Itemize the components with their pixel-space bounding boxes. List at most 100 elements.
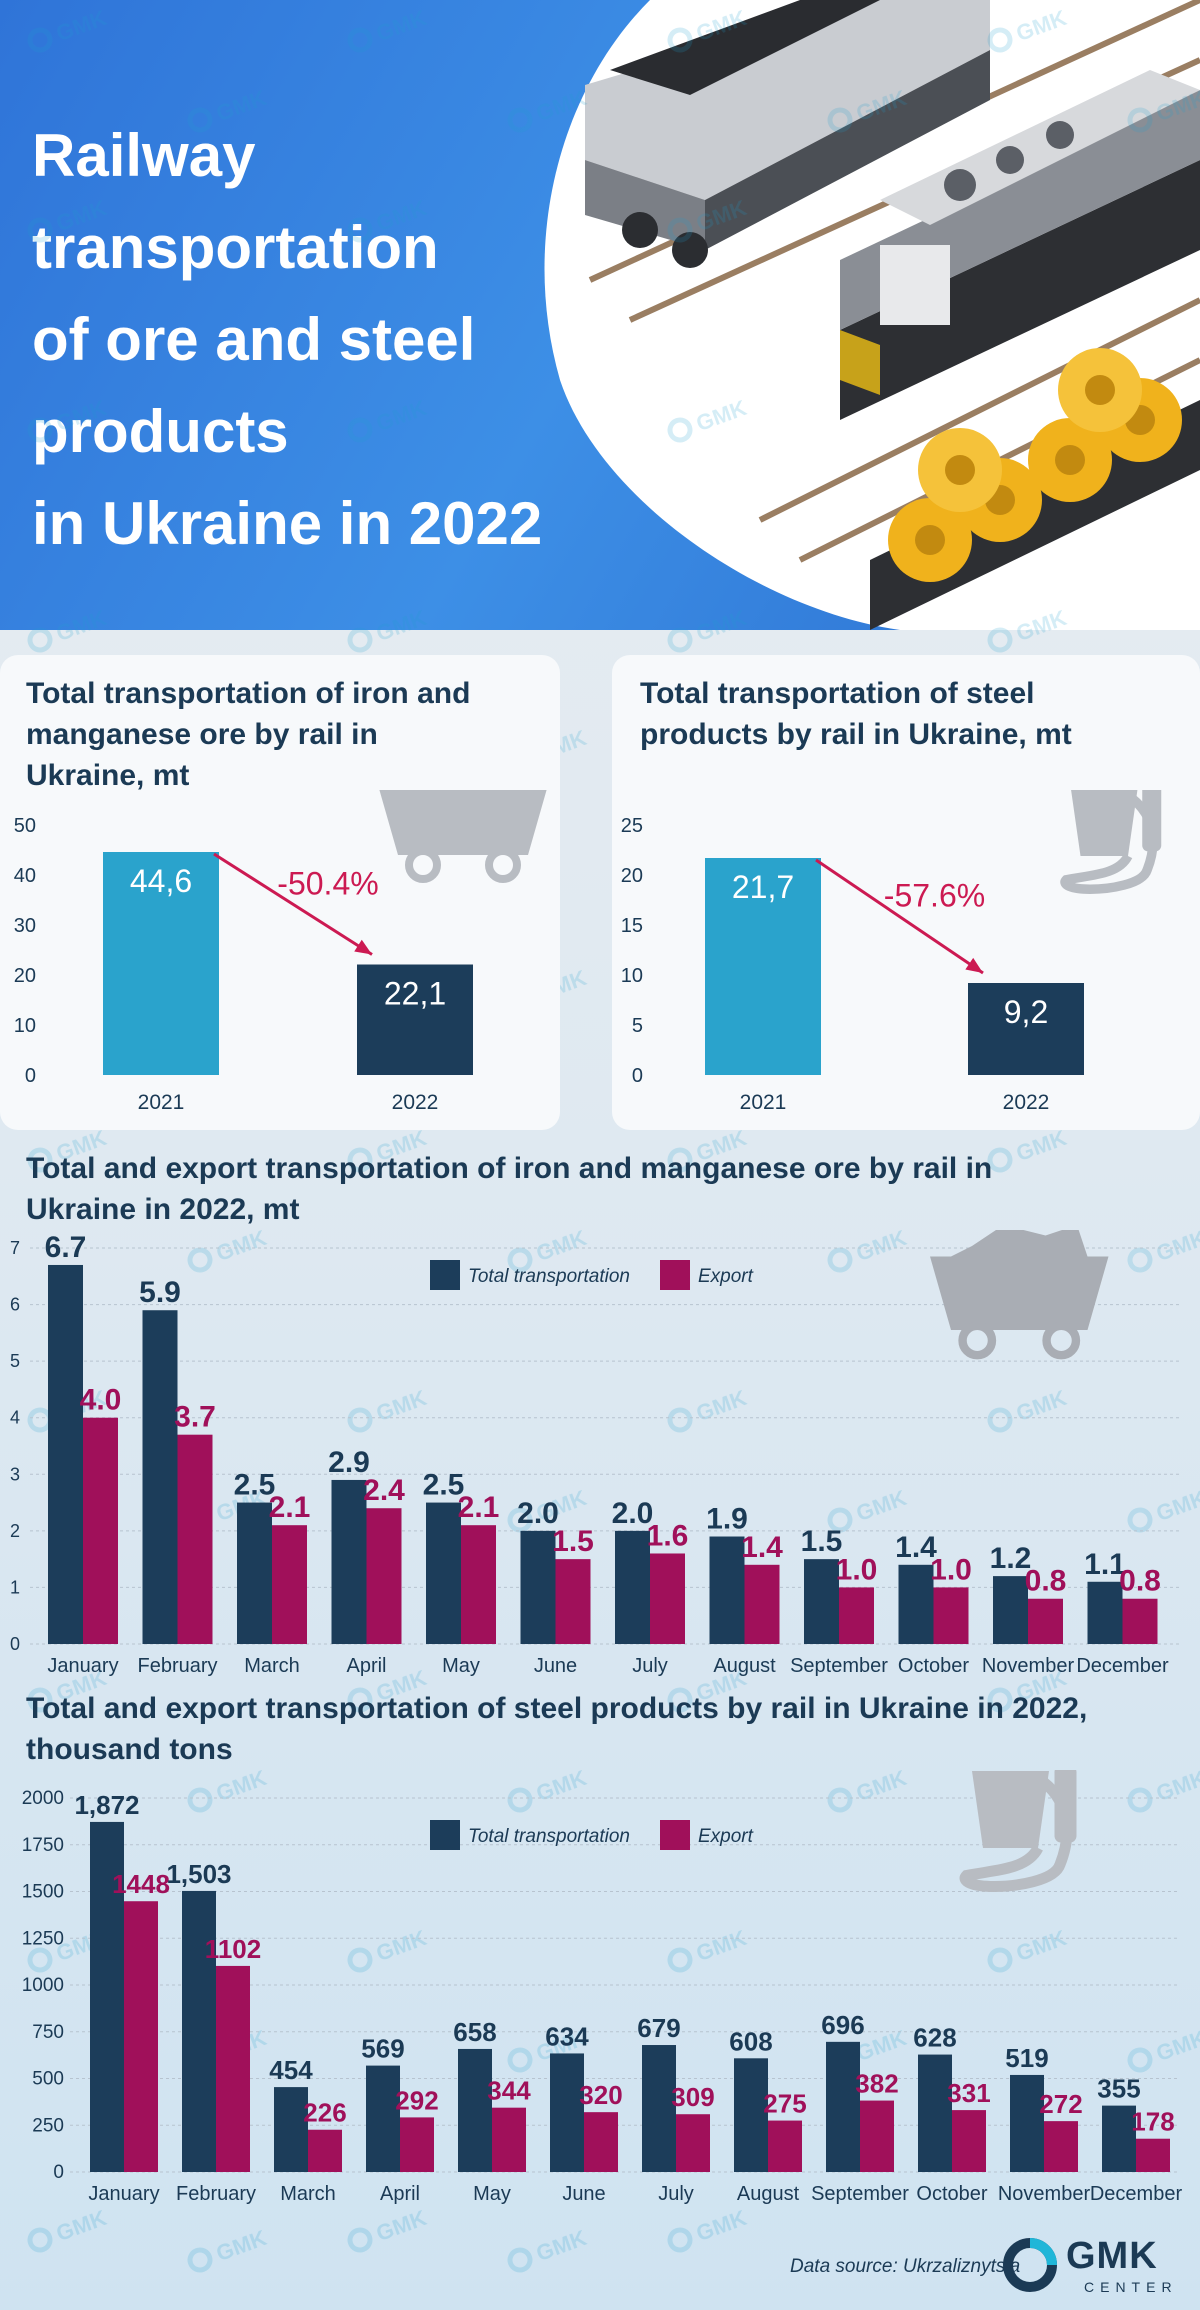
bar-value-label: 608 bbox=[729, 2026, 772, 2056]
x-tick-label: December bbox=[1076, 1655, 1169, 1677]
x-tick-label: September bbox=[790, 1655, 888, 1677]
title-line: products bbox=[32, 398, 289, 465]
x-tick-label: 2022 bbox=[1003, 1091, 1050, 1114]
title-line: Railway bbox=[32, 122, 256, 189]
data-source: Data source: Ukrzaliznytsia bbox=[790, 2256, 1021, 2277]
bar-2022 bbox=[968, 983, 1084, 1075]
bar-total bbox=[993, 1576, 1028, 1644]
bar-total bbox=[274, 2087, 308, 2172]
bar-value-label: 569 bbox=[361, 2034, 404, 2064]
x-tick-label: April bbox=[380, 2183, 420, 2205]
bar-total bbox=[709, 1536, 745, 1644]
bar-total bbox=[90, 1821, 124, 2172]
y-tick-label: 1250 bbox=[22, 1928, 64, 1949]
bar-export bbox=[177, 1434, 213, 1644]
x-tick-label: September bbox=[811, 2183, 909, 2205]
bar-total bbox=[237, 1502, 272, 1644]
x-tick-label: August bbox=[713, 1655, 776, 1677]
bar-value-label: 382 bbox=[855, 2069, 898, 2099]
bar-value-label: 2.0 bbox=[517, 1497, 559, 1530]
bar-value-label: 696 bbox=[821, 2010, 864, 2040]
y-tick-label: 30 bbox=[14, 915, 36, 937]
legend-swatch bbox=[660, 1820, 690, 1850]
bar-value-label: 628 bbox=[913, 2023, 956, 2053]
bar-total bbox=[1102, 2105, 1136, 2172]
bar-value-label: 1.5 bbox=[552, 1525, 594, 1558]
bar-value-label: 1.4 bbox=[741, 1531, 783, 1564]
watermark-ring-icon bbox=[667, 2227, 693, 2253]
y-tick-label: 20 bbox=[621, 865, 643, 887]
x-tick-label: March bbox=[244, 1655, 300, 1677]
bar-total bbox=[898, 1564, 934, 1644]
y-tick-label: 20 bbox=[14, 965, 36, 987]
change-arrow-head bbox=[354, 939, 372, 955]
bar-value-label: 2.9 bbox=[328, 1446, 370, 1479]
bar-value-label: 21,7 bbox=[732, 869, 794, 905]
ladle-handle bbox=[1142, 790, 1162, 852]
bar-value-label: 1.0 bbox=[930, 1553, 972, 1586]
steel-total-chart-title: Total transportation of steel products b… bbox=[640, 677, 1072, 751]
ore-cart-wheel bbox=[958, 1321, 997, 1360]
steel-monthly-chart-title: Total and export transportation of steel… bbox=[26, 1692, 1088, 1766]
bar-total bbox=[48, 1264, 83, 1644]
steel-total-chart: 0 5 10 15 20 25 21,7 2021 9,2 2022 -57.6% bbox=[621, 790, 1162, 1114]
bar-total bbox=[520, 1530, 556, 1644]
bar-export bbox=[676, 2114, 710, 2172]
bar-export bbox=[461, 1525, 496, 1644]
bar-value-label: 275 bbox=[763, 2089, 806, 2119]
bar-total bbox=[1087, 1581, 1123, 1644]
bar-total bbox=[426, 1502, 461, 1644]
change-arrow bbox=[213, 852, 373, 956]
watermark-ring-icon bbox=[187, 2247, 213, 2273]
bar-total bbox=[366, 2065, 400, 2172]
watermark-mark: GMK bbox=[507, 2225, 590, 2273]
bar-total bbox=[615, 1530, 650, 1644]
x-tick-label: November bbox=[998, 2183, 1091, 2205]
ladle-body bbox=[1071, 790, 1138, 857]
bar-export bbox=[1044, 2121, 1078, 2172]
x-tick-label: February bbox=[176, 2183, 256, 2205]
watermark-ring-icon bbox=[27, 627, 53, 653]
ore-monthly-chart: 0 1 2 3 4 5 6 7 Total transportation Export 6.7 4.0… bbox=[10, 1230, 1180, 1677]
gmk-logo-subtext: CENTER bbox=[1084, 2279, 1178, 2295]
ore-cart-body bbox=[930, 1256, 1109, 1330]
y-tick-label: 3 bbox=[10, 1464, 20, 1484]
bar-value-label: 4.0 bbox=[80, 1384, 122, 1417]
bar-export bbox=[216, 1965, 250, 2172]
bar-value-label: 2.1 bbox=[458, 1491, 500, 1524]
bar-value-label: 1.1 bbox=[1084, 1548, 1126, 1581]
watermark-text: GMK bbox=[213, 2225, 270, 2266]
bar-export bbox=[366, 1508, 402, 1644]
bar-value-label: 6.7 bbox=[45, 1231, 87, 1264]
bar-value-label: 320 bbox=[579, 2080, 622, 2110]
bar-value-label: 2.5 bbox=[234, 1469, 276, 1502]
ladle-pouring-icon bbox=[959, 1770, 1077, 1893]
y-tick-label: 6 bbox=[10, 1295, 20, 1315]
y-tick-label: 15 bbox=[621, 915, 643, 937]
bar-value-label: 0.8 bbox=[1119, 1565, 1161, 1598]
y-tick-label: 1500 bbox=[22, 1882, 64, 1903]
bar-value-label: 2.4 bbox=[363, 1474, 405, 1507]
bar-value-label: 634 bbox=[545, 2021, 589, 2051]
y-tick-label: 1000 bbox=[22, 1975, 64, 1996]
bar-export bbox=[1028, 1598, 1063, 1644]
bar-value-label: 0.8 bbox=[1025, 1565, 1067, 1598]
header-banner: Railway transportation of ore and steel … bbox=[0, 0, 1200, 630]
y-tick-label: 10 bbox=[14, 1015, 36, 1037]
x-tick-label: July bbox=[632, 1655, 668, 1677]
bar-export bbox=[768, 2120, 802, 2172]
bar-total bbox=[804, 1559, 839, 1644]
ore-cart-icon bbox=[379, 790, 547, 883]
x-tick-label: October bbox=[898, 1655, 969, 1677]
bar-value-label: 1.9 bbox=[706, 1503, 748, 1536]
bar-value-label: 2.0 bbox=[612, 1497, 654, 1530]
y-tick-label: 7 bbox=[10, 1238, 20, 1258]
watermark-ring-icon bbox=[667, 627, 693, 653]
x-tick-label: June bbox=[562, 2183, 605, 2205]
ore-cart-wheel bbox=[1042, 1321, 1081, 1360]
bar-total bbox=[331, 1479, 367, 1644]
x-tick-label: February bbox=[137, 1655, 217, 1677]
bar-value-label: 1448 bbox=[112, 1869, 170, 1899]
x-tick-label: October bbox=[916, 2183, 987, 2205]
bar-value-label: 3.7 bbox=[174, 1401, 216, 1434]
